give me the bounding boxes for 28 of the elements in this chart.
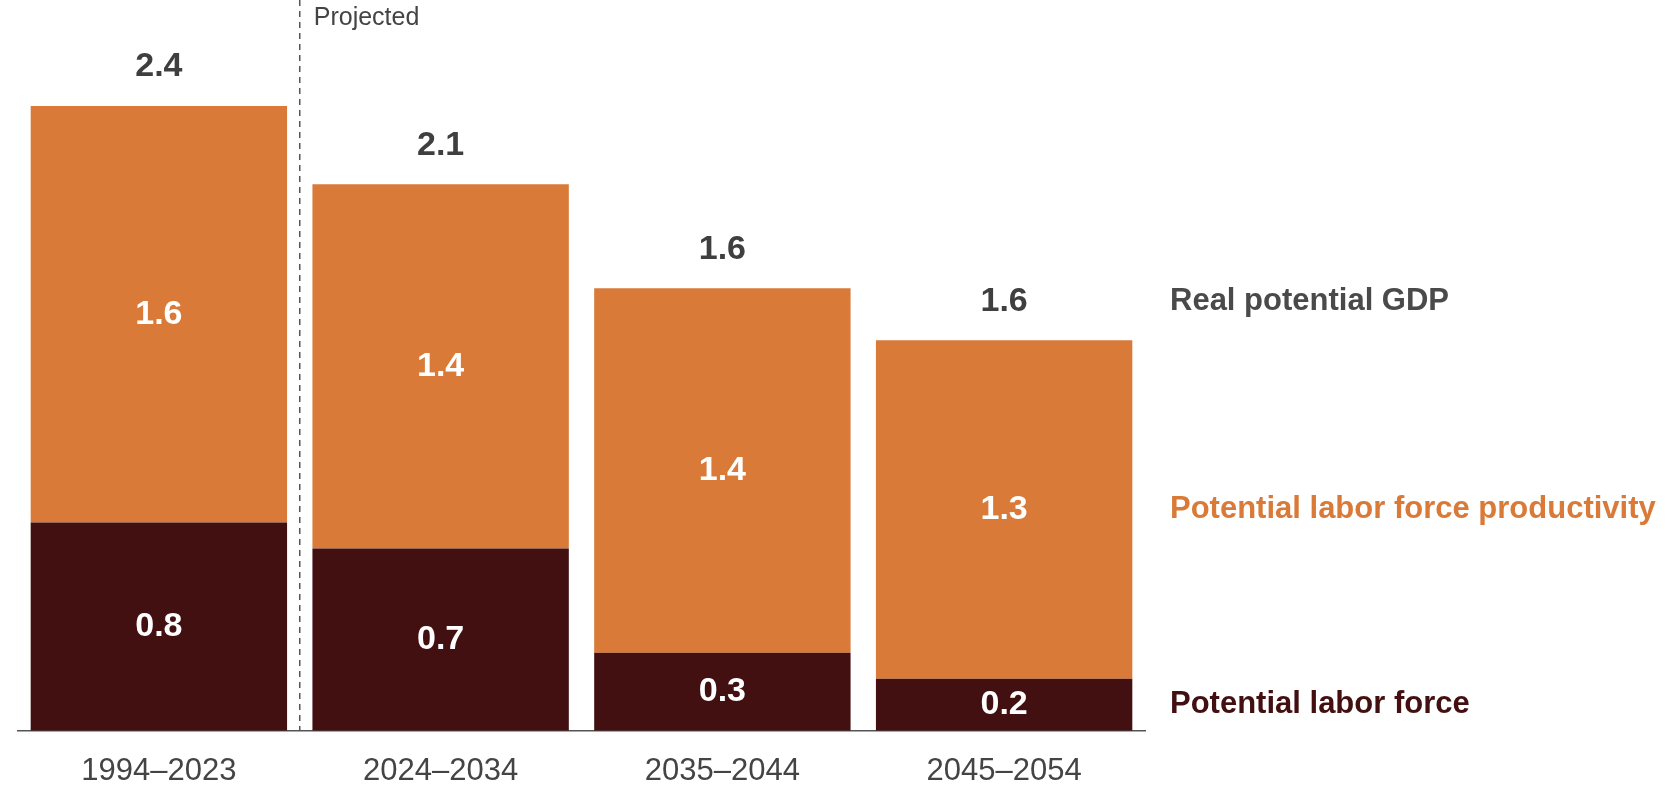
data-label: 1.4 [698, 448, 747, 487]
bar [30, 522, 288, 731]
data-label: 1.6 [135, 292, 183, 331]
x-tick-label: 2045–2054 [926, 751, 1082, 787]
text: Projected [313, 2, 420, 31]
total-label: 2.1 [416, 123, 465, 162]
total-label: 1.6 [698, 227, 747, 266]
data-label: 1.3 [980, 487, 1028, 526]
text: Real potential GDP [1170, 281, 1450, 317]
bar [875, 340, 1133, 679]
data-label: 0.8 [135, 605, 183, 644]
bar [875, 678, 1133, 731]
total-label: 2.4 [135, 45, 183, 84]
series-label: Potential labor force [1170, 685, 1470, 721]
x-tick-label: 1994–2023 [81, 751, 237, 787]
data-label: 1.4 [416, 344, 465, 383]
data-label: 0.3 [698, 670, 747, 709]
bar [312, 548, 569, 731]
bar [594, 288, 851, 653]
data-label: 0.2 [980, 683, 1028, 722]
bar [30, 106, 288, 523]
total-label: 1.6 [980, 279, 1028, 318]
series-label: Potential labor force productivity [1170, 490, 1657, 526]
x-tick-label: 2035–2044 [644, 751, 800, 787]
data-label: 0.7 [416, 618, 465, 657]
x-tick-label: 2024–2034 [363, 751, 519, 787]
bar [594, 652, 851, 731]
bar [312, 184, 569, 549]
